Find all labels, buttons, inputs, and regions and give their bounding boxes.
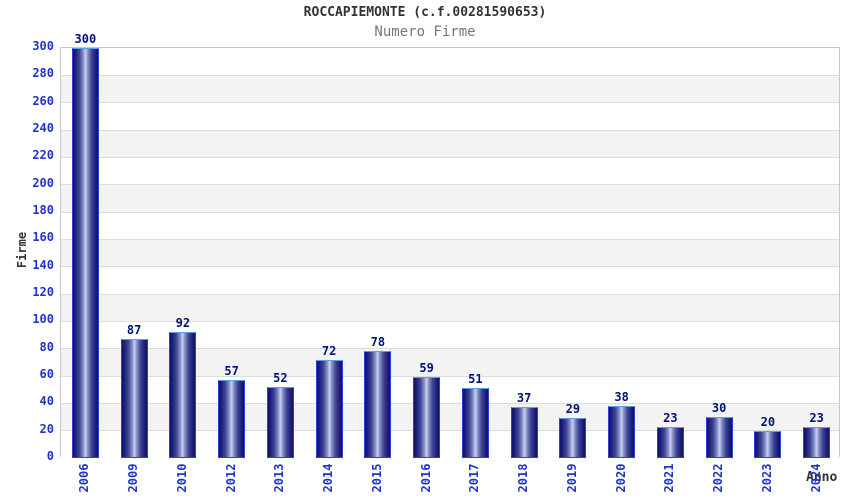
bar-value-label: 87 [126,323,142,338]
y-tick-label: 0 [46,449,54,463]
bar [413,377,441,458]
bar [71,48,99,458]
bar [364,351,392,458]
bar-value-label: 78 [370,335,386,350]
x-tick-label: 2016 [418,463,433,493]
x-tick-label: 2022 [711,463,726,493]
bar-value-label: 29 [565,402,581,417]
y-tick-label: 160 [32,230,54,245]
bar-value-label: 300 [74,32,97,46]
bar [705,417,733,458]
grid-line [61,293,839,295]
plot-band [61,294,839,322]
grid-line [61,402,839,404]
bar [169,332,197,458]
x-tick-label: 2019 [564,463,579,493]
chart-title: ROCCAPIEMONTE (c.f.00281590653) [303,5,547,20]
bar-value-label: 38 [614,390,629,405]
x-tick-label: 2015 [369,463,384,493]
bar [559,418,587,458]
x-tick-label: 2006 [77,463,92,493]
y-tick-label: 60 [39,367,54,381]
grid-line [61,184,839,186]
plot-band [61,75,839,103]
x-tick-label: 2009 [126,463,141,493]
x-tick-label: 2010 [174,463,189,493]
plot-band [61,130,839,158]
x-tick-label: 2017 [467,463,482,493]
grid-line [61,320,839,322]
bar-value-label: 23 [663,410,678,425]
bar [754,430,782,458]
bar-value-label: 59 [419,361,434,376]
grid-line [61,266,839,268]
grid-line [61,348,839,350]
y-tick-label: 180 [32,203,54,217]
grid-line [61,375,839,377]
bar-value-label: 72 [321,343,337,358]
bar [510,407,538,458]
bar-value-label: 57 [224,364,239,379]
y-tick-label: 200 [32,175,54,190]
x-axis-title: Anno [806,470,838,485]
y-tick-label: 100 [32,312,54,327]
bar-value-label: 23 [809,410,824,425]
plot-band [61,102,839,130]
y-tick-label: 20 [39,421,54,436]
y-tick-label: 120 [32,285,54,299]
bar-value-label: 30 [711,401,727,415]
y-tick-label: 240 [32,121,54,135]
bar [656,426,684,458]
grid-line [61,238,839,240]
bar-value-label: 51 [468,372,483,387]
x-tick-label: 2013 [272,463,287,493]
chart-subtitle: Numero Firme [374,24,476,40]
bar [315,359,343,458]
x-tick-label: 2014 [321,463,336,493]
y-tick-label: 40 [39,394,54,409]
bar [218,380,246,458]
y-tick-label: 220 [32,148,54,163]
bar-value-label: 92 [175,316,191,331]
x-tick-label: 2012 [223,463,238,493]
grid-line [61,156,839,158]
x-tick-label: 2024 [808,463,823,493]
grid-line [61,74,839,76]
y-tick-label: 80 [39,339,54,354]
plot-band [61,239,839,267]
bar-value-label: 52 [273,370,288,385]
bar [608,406,636,458]
plot-band [61,212,839,240]
bar-value-label: 37 [516,391,532,406]
grid-line [61,129,839,131]
x-tick-label: 2018 [516,463,531,493]
bar-value-label: 20 [760,414,776,429]
y-tick-label: 280 [32,66,54,81]
bar [461,388,489,458]
plot-band [61,157,839,185]
grid-line [61,102,839,104]
plot-band [61,184,839,212]
grid-line [61,430,839,432]
y-tick-label: 260 [32,93,54,108]
bar [803,426,831,458]
x-tick-label: 2021 [662,463,677,493]
grid-line [61,211,839,213]
x-tick-label: 2023 [759,463,774,493]
plot-area: 300 87 92 57 52 72 78 59 51 37 29 38 23 30 20 23 [60,32,840,458]
y-tick-label: 140 [32,257,54,272]
y-tick-label: 300 [32,39,54,53]
x-tick-label: 2020 [613,463,628,493]
plot-band [61,266,839,294]
bar [266,386,294,458]
bar [120,339,148,458]
plot-band [61,48,839,76]
